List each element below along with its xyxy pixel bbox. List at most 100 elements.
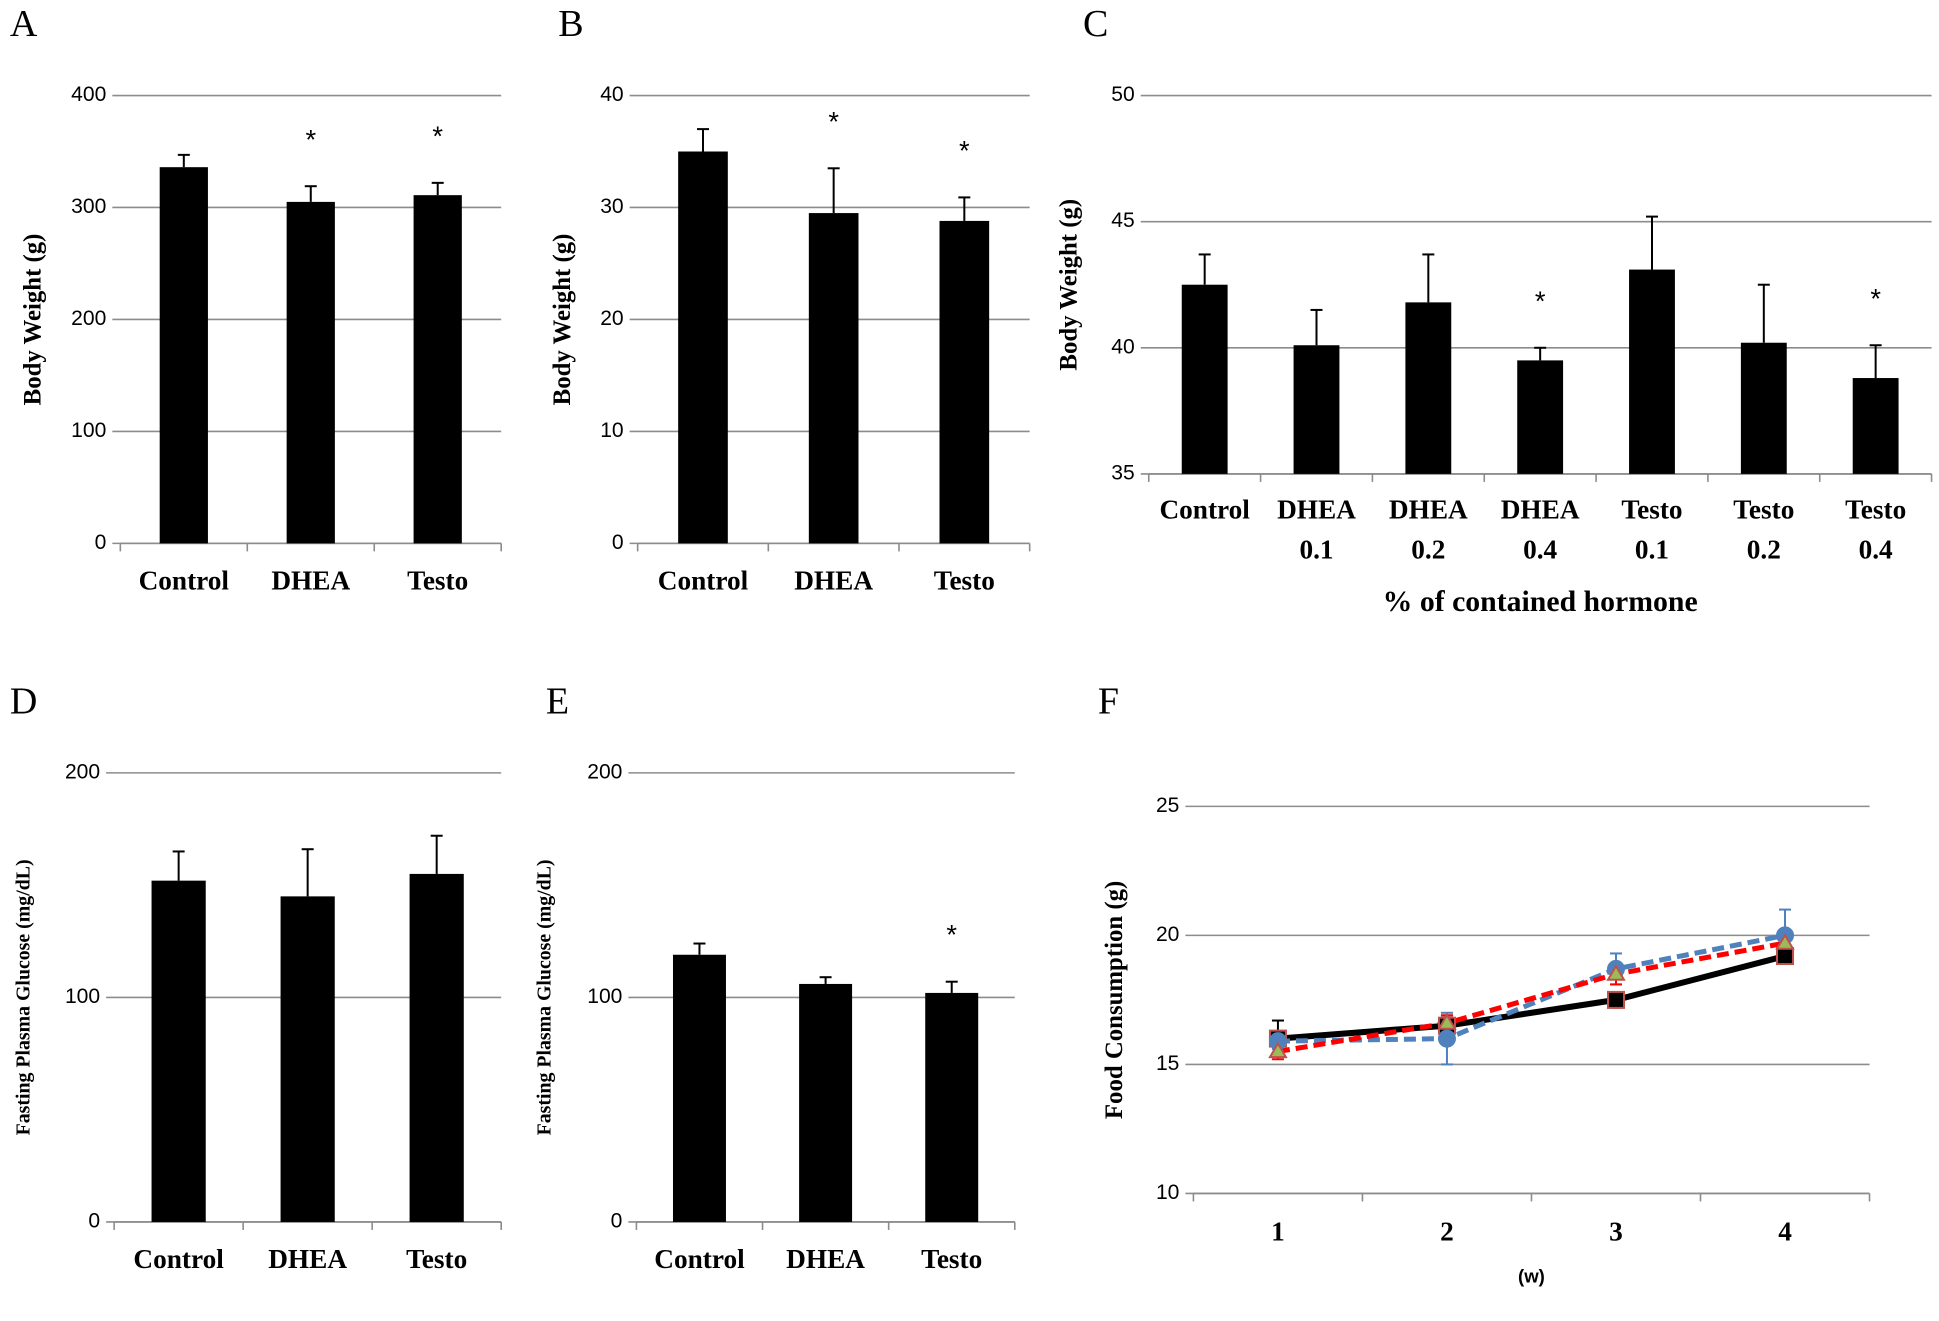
y-tick-label: 50 — [1111, 83, 1134, 106]
significance-mark: * — [305, 124, 316, 155]
x-tick-label: Testo — [1733, 495, 1794, 525]
x-tick-label: 0.4 — [1859, 534, 1893, 564]
y-axis-label: Body Weight (g) — [19, 234, 46, 406]
y-tick-label: 100 — [65, 985, 100, 1008]
x-axis-label: (w) — [1518, 1266, 1545, 1287]
y-tick-label: 200 — [65, 760, 100, 783]
significance-mark: * — [1870, 283, 1881, 314]
bar — [672, 954, 726, 1222]
x-tick-label: Testo — [921, 1244, 982, 1274]
y-tick-label: 15 — [1156, 1052, 1179, 1075]
significance-mark: * — [946, 919, 957, 950]
error-bar — [693, 942, 706, 955]
x-tick-label: DHEA — [1501, 495, 1580, 525]
panel-letter: A — [10, 3, 38, 45]
error-bar — [827, 167, 840, 214]
bar — [151, 880, 206, 1222]
error-bar — [177, 153, 190, 168]
bar — [409, 873, 464, 1222]
error-bar — [1869, 344, 1882, 379]
panel-letter: D — [10, 680, 37, 722]
significance-mark: * — [432, 120, 443, 151]
x-tick-label: 2 — [1440, 1217, 1454, 1247]
error-bar — [1310, 308, 1323, 346]
marker — [1776, 947, 1795, 966]
bar — [1852, 378, 1899, 474]
bar — [925, 992, 979, 1222]
x-tick-label: 0.4 — [1523, 534, 1557, 564]
error-bar — [819, 976, 832, 984]
panel: C Body Weight (g) 35 40 45 50 Control DHEA 0.1 DH… — [1055, 3, 1933, 618]
bar — [678, 151, 728, 544]
panel: F Food Consumption (g) 10 15 20 25 1 2 3 4 (w) — [1098, 680, 1871, 1287]
y-tick-label: 100 — [71, 419, 106, 442]
y-axis-label: Fasting Plasma Glucose (mg/dL) — [533, 859, 555, 1135]
y-tick-label: 40 — [1111, 335, 1134, 358]
y-axis-label: Body Weight (g) — [549, 234, 576, 406]
bar — [280, 896, 335, 1222]
y-tick-label: 0 — [612, 531, 624, 554]
bar — [1740, 342, 1787, 474]
bar — [808, 213, 859, 544]
y-tick-label: 20 — [1156, 923, 1179, 946]
x-tick-label: 1 — [1271, 1217, 1285, 1247]
y-tick-label: 0 — [611, 1210, 623, 1233]
y-tick-label: 30 — [600, 195, 623, 218]
x-tick-label: DHEA — [1389, 495, 1468, 525]
error-bar — [958, 196, 971, 221]
bar — [159, 167, 208, 544]
error-bar — [301, 848, 314, 897]
significance-mark: * — [1535, 285, 1546, 316]
x-tick-label: 0.2 — [1411, 534, 1445, 564]
marker — [1437, 1013, 1457, 1030]
marker — [1606, 964, 1626, 981]
error-bar — [304, 185, 317, 202]
x-tick-label: Control — [1159, 495, 1250, 525]
series-line — [1277, 932, 1786, 1044]
bar — [1293, 345, 1340, 474]
y-tick-label: 100 — [587, 985, 622, 1008]
error-bar — [172, 850, 185, 881]
y-tick-label: 35 — [1111, 461, 1134, 484]
y-tick-label: 400 — [71, 83, 106, 106]
bar — [799, 983, 853, 1222]
panel: E Fasting Plasma Glucose (mg/dL) 0 100 200 Co… — [533, 680, 1016, 1274]
x-tick-label: Testo — [1621, 495, 1682, 525]
series-line — [1277, 953, 1786, 1042]
y-tick-label: 25 — [1156, 794, 1179, 817]
error-bar — [1198, 253, 1211, 285]
panel: D Fasting Plasma Glucose (mg/dL) 0 100 200 Co… — [10, 680, 502, 1274]
error-bar — [945, 980, 958, 993]
marker — [1268, 1041, 1288, 1059]
x-tick-label: DHEA — [794, 565, 873, 595]
panel-letter: F — [1098, 680, 1119, 722]
series-line — [1277, 940, 1786, 1054]
error-bar — [696, 128, 709, 152]
x-tick-label: Testo — [1845, 495, 1906, 525]
significance-mark: * — [959, 135, 970, 166]
y-tick-label: 10 — [600, 419, 623, 442]
panel-letter: C — [1083, 3, 1108, 45]
marker — [1775, 933, 1795, 950]
bar — [1405, 302, 1452, 474]
x-tick-label: Control — [133, 1244, 224, 1274]
x-tick-label: Testo — [407, 565, 468, 595]
bar — [286, 201, 335, 544]
error-bar — [1757, 283, 1770, 343]
y-tick-label: 20 — [600, 307, 623, 330]
marker — [1437, 1029, 1456, 1048]
y-tick-label: 10 — [1156, 1181, 1179, 1204]
y-axis-label: Fasting Plasma Glucose (mg/dL) — [12, 859, 34, 1135]
error-bar — [1534, 346, 1547, 361]
x-tick-label: DHEA — [1277, 495, 1356, 525]
x-tick-label: DHEA — [786, 1244, 865, 1274]
x-tick-label: DHEA — [271, 565, 350, 595]
bar — [1629, 269, 1675, 474]
panel-letter: B — [558, 3, 583, 45]
x-tick-label: DHEA — [268, 1244, 347, 1274]
bar — [413, 195, 462, 544]
x-tick-label: Control — [658, 565, 749, 595]
x-tick-label: 0.2 — [1747, 534, 1781, 564]
x-tick-label: 0.1 — [1635, 534, 1669, 564]
